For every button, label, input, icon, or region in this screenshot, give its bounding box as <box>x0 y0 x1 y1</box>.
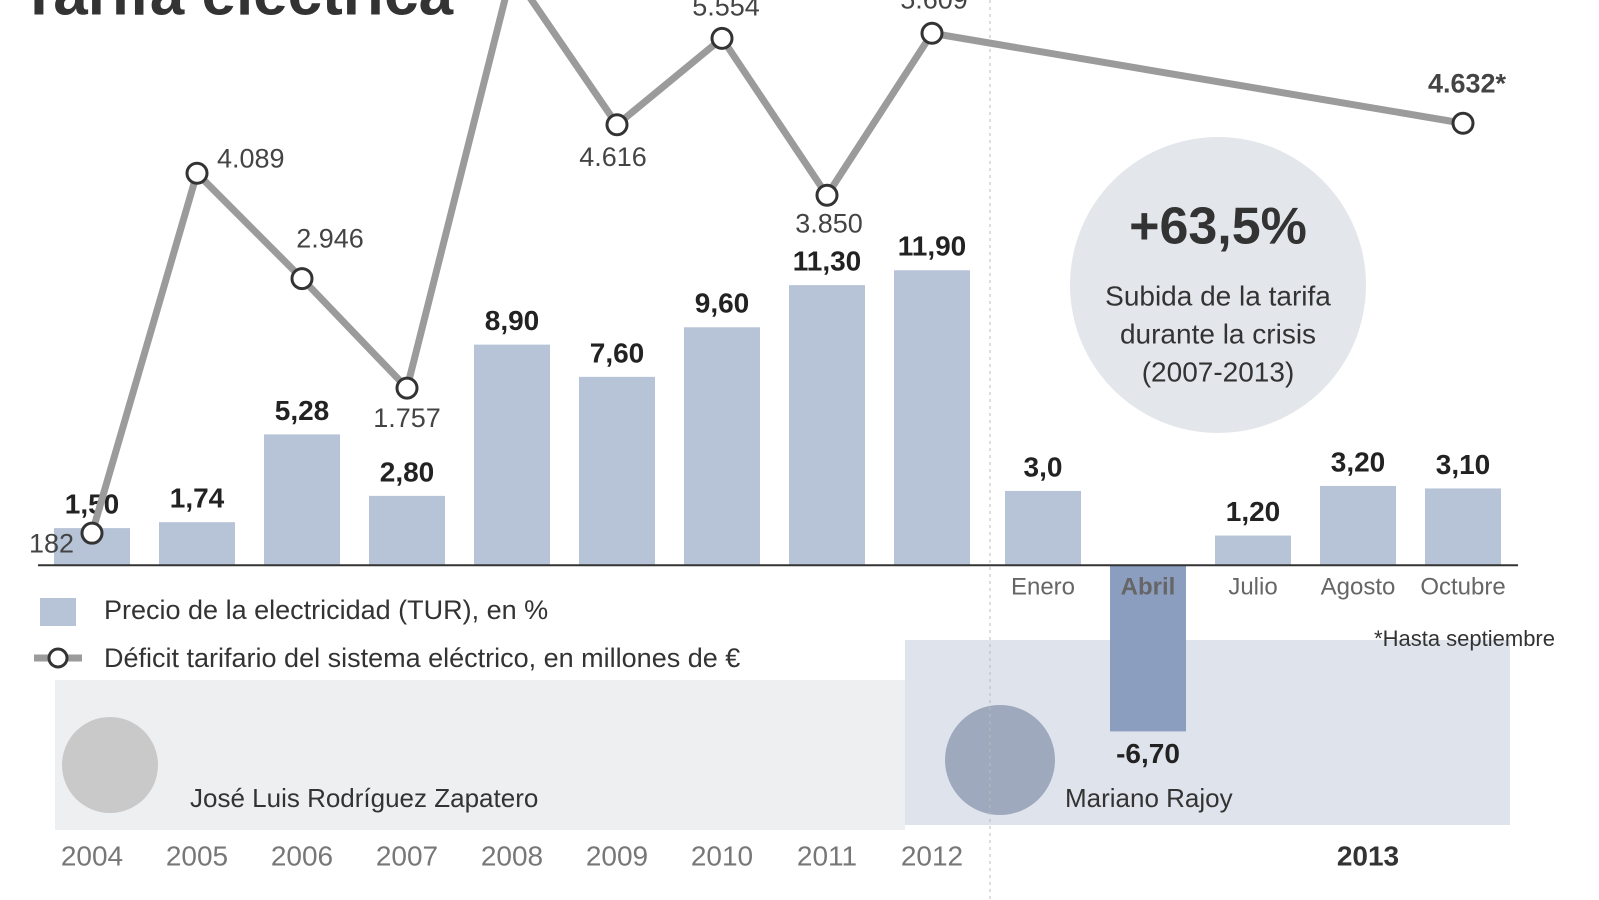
deficit-label: 5.609 <box>900 0 968 14</box>
bar <box>789 285 865 566</box>
rajoy-photo <box>945 705 1055 815</box>
bar-value-label: 1,74 <box>170 483 225 514</box>
person-name: José Luis Rodríguez Zapatero <box>190 783 538 813</box>
deficit-marker <box>395 376 419 400</box>
deficit-marker <box>290 267 314 291</box>
callout-text: Subida de la tarifa <box>1105 280 1331 311</box>
x-tick-label: Abril <box>1121 573 1176 600</box>
deficit-label: 1.757 <box>373 403 441 433</box>
footnote: *Hasta septiembre <box>1374 626 1555 651</box>
x-tick-label: 2007 <box>376 840 438 871</box>
bar <box>579 376 655 566</box>
deficit-marker <box>605 113 629 137</box>
x-tick-label: 2010 <box>691 840 753 871</box>
callout-text: (2007-2013) <box>1142 356 1295 387</box>
bar-value-label: 2,80 <box>380 456 435 487</box>
deficit-label: 4.632* <box>1428 68 1507 98</box>
x-tick-label: Agosto <box>1321 573 1396 600</box>
bar-value-label: 3,10 <box>1436 449 1491 480</box>
x-tick-label: Julio <box>1228 573 1277 600</box>
deficit-label: 182 <box>29 528 74 558</box>
deficit-label: 2.946 <box>296 224 364 254</box>
bar-value-label: 5,28 <box>275 395 330 426</box>
bar <box>1005 490 1081 566</box>
bar <box>1320 485 1396 566</box>
callout-circle <box>1070 137 1366 433</box>
deficit-marker <box>185 161 209 185</box>
deficit-marker <box>920 21 944 45</box>
bar-value-label: 9,60 <box>695 288 750 319</box>
bar-value-label: -6,70 <box>1116 738 1180 769</box>
bar <box>894 270 970 566</box>
bar <box>159 522 235 566</box>
deficit-marker <box>80 521 104 545</box>
bar-value-label: 11,30 <box>793 246 862 277</box>
group-label: 2013 <box>1337 840 1399 871</box>
x-tick-label: Octubre <box>1420 573 1505 600</box>
legend-label: Déficit tarifario del sistema eléctrico,… <box>104 643 740 673</box>
x-tick-label: 2005 <box>166 840 228 871</box>
chart-title: Tarifa eléctrica <box>20 0 454 28</box>
callout-value: +63,5% <box>1129 198 1307 256</box>
bar-value-label: 11,90 <box>898 231 967 262</box>
callout-text: durante la crisis <box>1120 318 1316 349</box>
bar <box>1215 535 1291 566</box>
legend-swatch <box>40 598 76 626</box>
zapatero-panel <box>55 680 905 830</box>
x-tick-label: 2004 <box>61 840 123 871</box>
deficit-marker <box>815 183 839 207</box>
deficit-label: 3.850 <box>795 208 863 238</box>
x-tick-label: 2009 <box>586 840 648 871</box>
bar-value-label: 3,20 <box>1331 446 1386 477</box>
person-name: Mariano Rajoy <box>1065 783 1233 813</box>
x-tick-label: 2006 <box>271 840 333 871</box>
bar <box>684 327 760 566</box>
legend-marker <box>47 647 69 669</box>
bar <box>369 495 445 566</box>
deficit-line <box>88 0 1464 535</box>
bar-value-label: 7,60 <box>590 337 645 368</box>
bar <box>1425 488 1501 566</box>
bar <box>474 344 550 566</box>
bar-value-label: 3,0 <box>1024 451 1063 482</box>
legend-label: Precio de la electricidad (TUR), en % <box>104 595 548 625</box>
bar <box>264 434 340 566</box>
x-tick-label: Enero <box>1011 573 1075 600</box>
x-tick-label: 2011 <box>797 840 857 871</box>
deficit-label: 4.089 <box>217 143 285 173</box>
x-tick-label: 2012 <box>901 840 963 871</box>
deficit-label: 5.554 <box>692 0 760 21</box>
bar-value-label: 8,90 <box>485 305 540 336</box>
bar-value-label: 1,50 <box>65 488 120 519</box>
x-tick-label: 2008 <box>481 840 543 871</box>
deficit-marker <box>1451 111 1475 135</box>
bar <box>1110 565 1186 732</box>
bar-value-label: 1,20 <box>1226 496 1281 527</box>
deficit-marker <box>710 26 734 50</box>
zapatero-photo <box>62 717 158 813</box>
deficit-label: 4.616 <box>579 142 647 172</box>
